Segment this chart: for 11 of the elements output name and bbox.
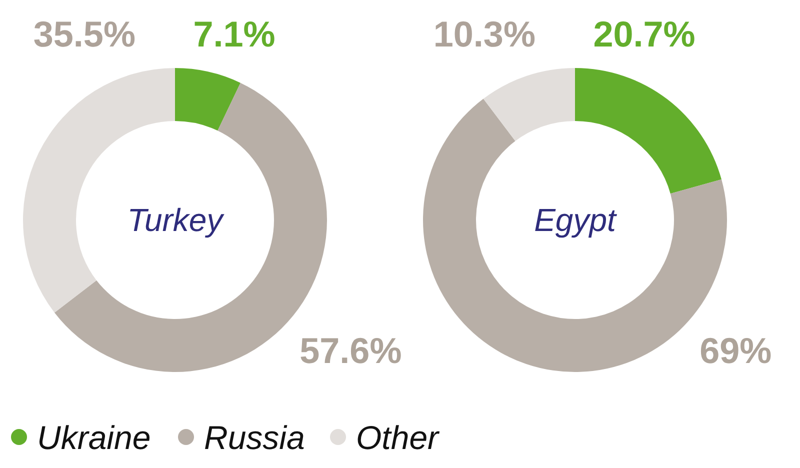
data-label: 35.5% bbox=[33, 14, 136, 55]
data-label: 69% bbox=[700, 330, 772, 371]
legend-label: Ukraine bbox=[37, 419, 151, 456]
legend-label: Russia bbox=[204, 419, 305, 456]
slice-label: Egypt bbox=[534, 202, 618, 238]
data-label: 10.3% bbox=[433, 14, 536, 55]
data-label: 7.1% bbox=[193, 14, 276, 55]
data-label: 57.6% bbox=[300, 330, 402, 371]
data-label: 20.7% bbox=[593, 14, 696, 55]
legend-label: Other bbox=[356, 419, 441, 456]
slice-label: Turkey bbox=[127, 202, 225, 238]
